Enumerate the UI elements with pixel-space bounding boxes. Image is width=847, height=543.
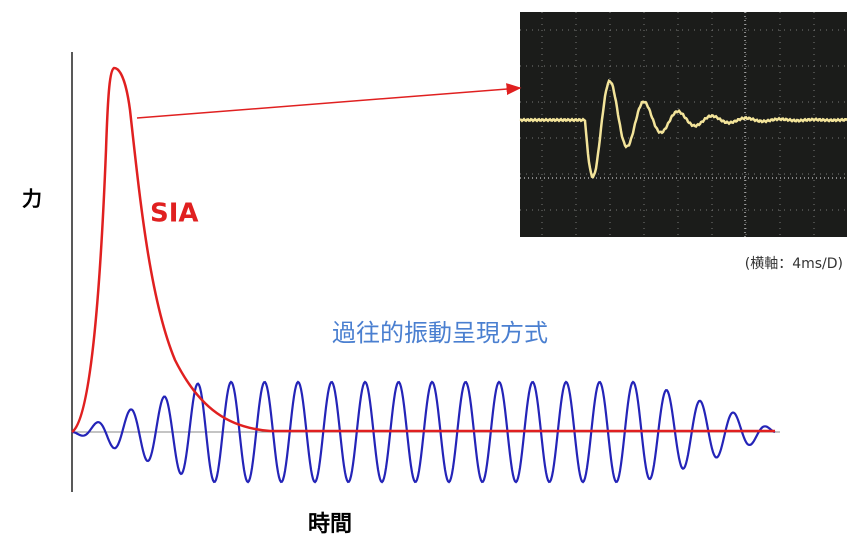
scope-trace xyxy=(519,78,847,179)
x-axis-label: 時間 xyxy=(308,512,352,537)
scope-screen xyxy=(520,12,847,237)
vibration-wave xyxy=(71,380,776,484)
arrow xyxy=(136,83,522,119)
oscilloscope-image xyxy=(519,12,847,237)
scope-caption: (横軸：4ms/D) xyxy=(745,256,843,272)
traditional-label: 過往的振動呈現方式 xyxy=(332,319,548,347)
sia-curve xyxy=(71,66,775,434)
sia-label: SIA xyxy=(150,199,199,229)
y-axis-label: 力 xyxy=(22,187,42,211)
